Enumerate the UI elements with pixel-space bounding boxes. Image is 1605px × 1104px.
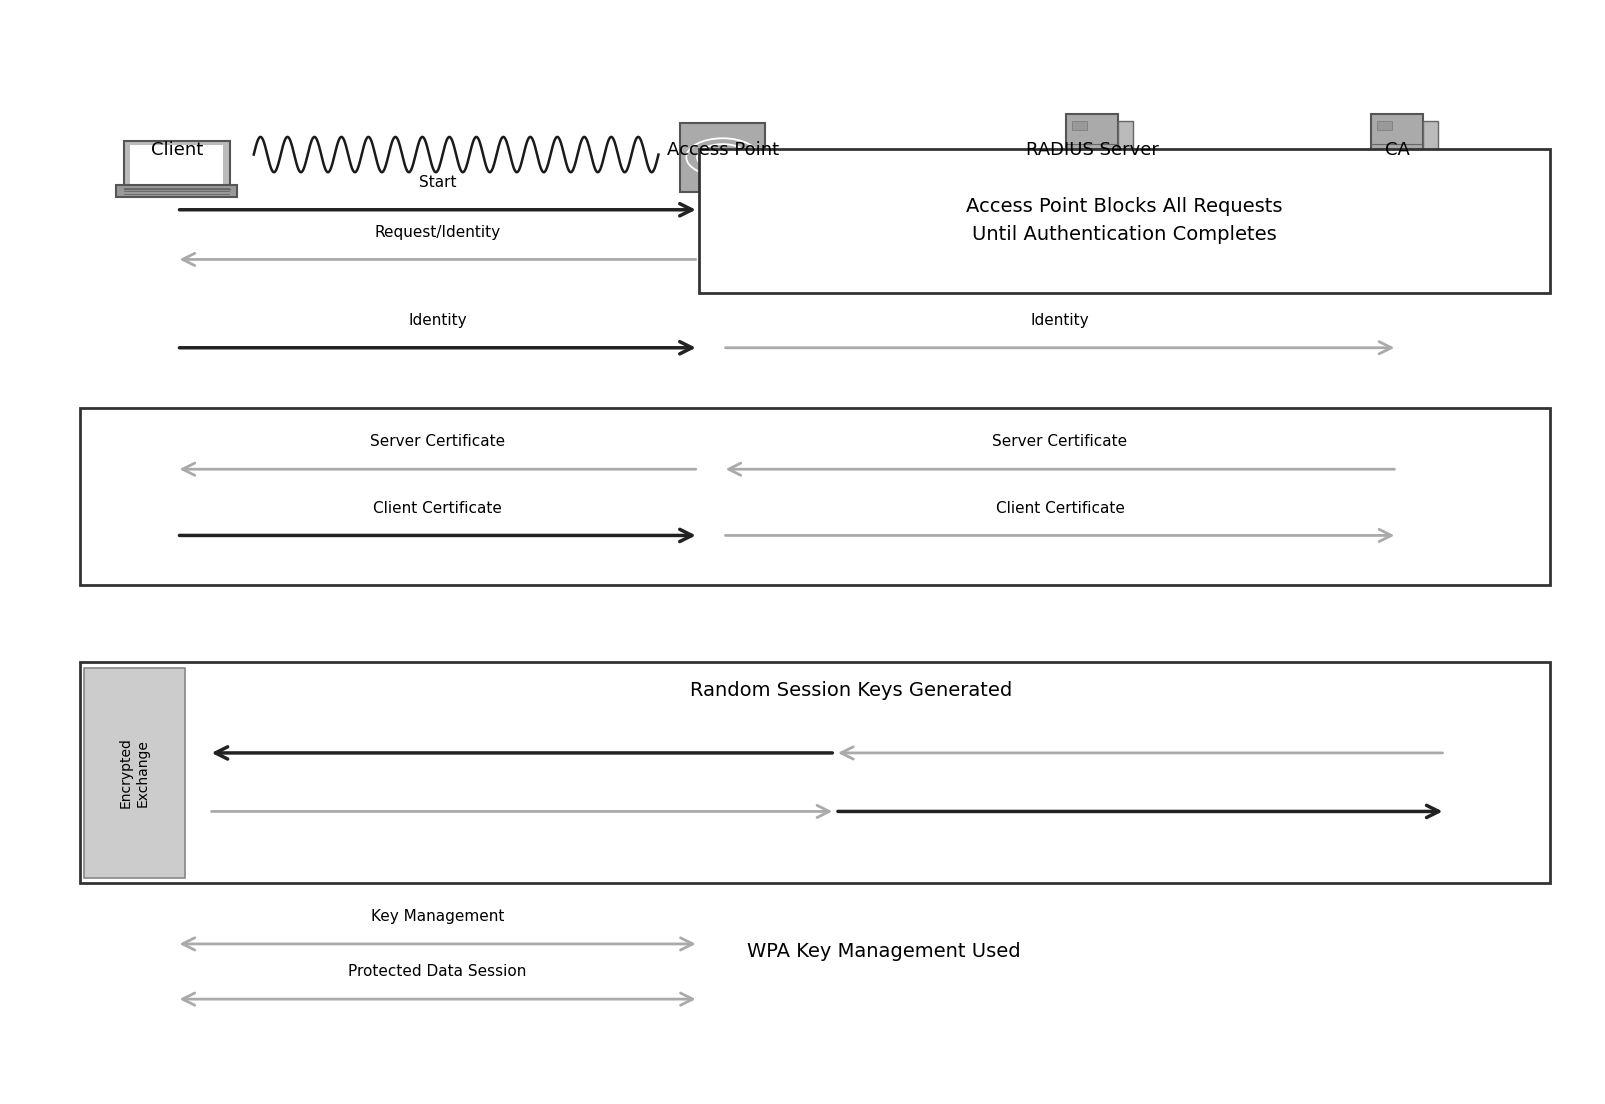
Text: Encrypted
Exchange: Encrypted Exchange <box>119 737 149 808</box>
Text: Access Point Blocks All Requests
Until Authentication Completes: Access Point Blocks All Requests Until A… <box>965 198 1282 244</box>
Text: Client Certificate: Client Certificate <box>995 500 1124 516</box>
Bar <box>698 149 1549 293</box>
Bar <box>80 662 1549 883</box>
Text: WPA Key Management Used: WPA Key Management Used <box>746 942 1019 962</box>
Bar <box>124 140 230 189</box>
Bar <box>1117 121 1132 197</box>
Text: Protected Data Session: Protected Data Session <box>348 964 526 979</box>
Bar <box>117 184 238 197</box>
Text: CA: CA <box>1384 141 1409 159</box>
Text: Identity: Identity <box>1030 312 1088 328</box>
Text: Client: Client <box>151 141 202 159</box>
Text: Random Session Keys Generated: Random Session Keys Generated <box>690 680 1011 700</box>
Text: Key Management: Key Management <box>371 909 504 924</box>
Bar <box>83 668 185 878</box>
Bar <box>1371 114 1422 204</box>
Bar <box>1422 121 1436 197</box>
Text: RADIUS Server: RADIUS Server <box>1026 141 1157 159</box>
Bar <box>1072 121 1087 130</box>
Text: Request/Identity: Request/Identity <box>374 224 501 240</box>
Text: Identity: Identity <box>408 312 467 328</box>
Text: Start: Start <box>419 174 456 190</box>
Bar <box>1377 121 1392 130</box>
Text: Access Point: Access Point <box>666 141 778 159</box>
Bar <box>1066 114 1117 204</box>
Text: Server Certificate: Server Certificate <box>369 434 506 449</box>
Bar <box>80 408 1549 585</box>
Text: Server Certificate: Server Certificate <box>992 434 1127 449</box>
Bar <box>130 145 223 184</box>
Bar <box>679 123 766 192</box>
Text: Client Certificate: Client Certificate <box>372 500 502 516</box>
